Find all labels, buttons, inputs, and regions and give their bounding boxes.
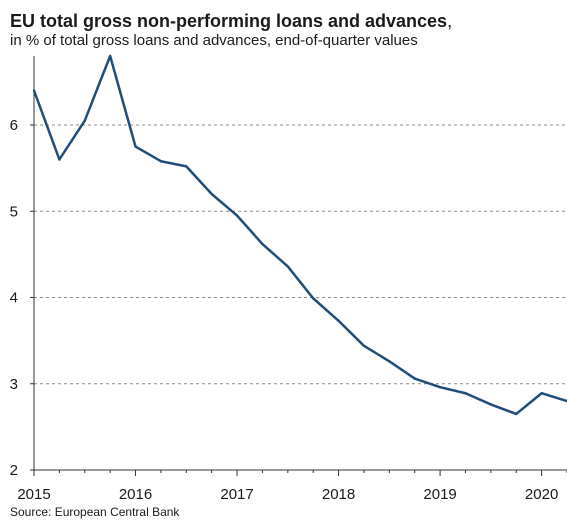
data-point bbox=[438, 386, 442, 389]
data-point bbox=[489, 403, 493, 406]
y-tick-label: 6 bbox=[10, 117, 18, 134]
y-tick-label: 2 bbox=[10, 462, 18, 479]
npl-ratio-line bbox=[32, 54, 567, 416]
data-point bbox=[185, 165, 188, 168]
data-point bbox=[311, 297, 315, 300]
x-tick-label: 2017 bbox=[220, 486, 253, 503]
data-point bbox=[235, 214, 239, 217]
series bbox=[32, 54, 567, 416]
chart-title: EU total gross non-performing loans and … bbox=[10, 11, 448, 31]
chart-title-line: EU total gross non-performing loans and … bbox=[10, 10, 560, 32]
x-tick-label: 2020 bbox=[525, 486, 558, 503]
data-point bbox=[540, 392, 543, 395]
data-point bbox=[286, 265, 290, 268]
x-tick-label: 2018 bbox=[322, 486, 355, 503]
data-point bbox=[388, 360, 391, 363]
axes bbox=[30, 56, 567, 476]
data-point bbox=[261, 242, 264, 246]
tick-labels: 2 3 4 5 6 2015 2016 2017 2018 2019 2020 bbox=[10, 117, 559, 503]
data-point bbox=[108, 54, 112, 58]
data-point bbox=[134, 145, 137, 148]
data-point bbox=[515, 412, 518, 416]
data-point bbox=[83, 119, 86, 122]
data-point bbox=[58, 158, 61, 161]
data-point bbox=[362, 344, 366, 347]
data-point bbox=[159, 160, 163, 163]
chart-subtitle: in % of total gross loans and advances, … bbox=[10, 32, 418, 49]
data-point bbox=[337, 319, 340, 322]
y-tick-label: 3 bbox=[10, 376, 18, 393]
gridlines bbox=[34, 124, 567, 385]
y-tick-label: 5 bbox=[10, 203, 18, 220]
data-point bbox=[413, 377, 416, 380]
source-note: Source: European Central Bank bbox=[10, 505, 180, 519]
data-point bbox=[32, 89, 36, 92]
data-point bbox=[464, 392, 467, 395]
x-tick-label: 2019 bbox=[423, 486, 456, 503]
y-tick-label: 4 bbox=[10, 290, 18, 307]
title-block: EU total gross non-performing loans and … bbox=[10, 10, 560, 50]
x-tick-label: 2015 bbox=[17, 486, 50, 503]
data-point bbox=[210, 192, 213, 196]
x-tick-label: 2016 bbox=[119, 486, 152, 503]
chart-title-suffix: , bbox=[447, 11, 453, 31]
